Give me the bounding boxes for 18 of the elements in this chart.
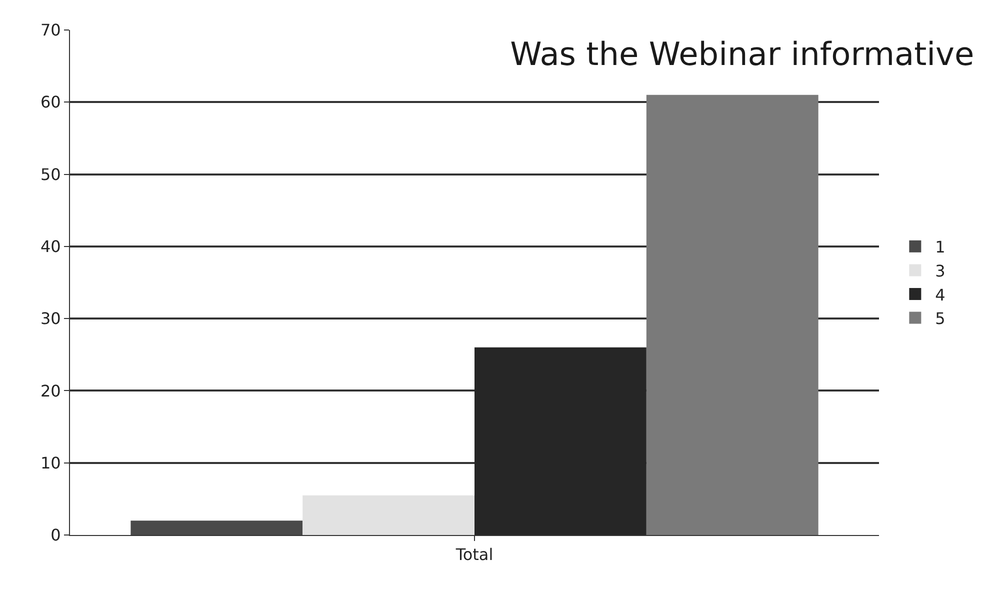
bar xyxy=(302,495,474,535)
y-tick-label: 40 xyxy=(40,237,61,256)
x-tick-label: Total xyxy=(454,545,494,564)
bar xyxy=(474,347,646,535)
y-tick-label: 60 xyxy=(40,92,61,112)
chart-title: Was the Webinar informative xyxy=(510,34,974,73)
y-tick-label: 70 xyxy=(40,20,61,40)
bar xyxy=(130,520,303,535)
legend-label: 4 xyxy=(935,285,946,304)
legend-label: 3 xyxy=(935,261,946,280)
bar xyxy=(646,94,818,535)
y-tick-label: 10 xyxy=(40,453,61,472)
y-tick-label: 0 xyxy=(50,526,61,545)
y-tick-label: 20 xyxy=(40,381,61,400)
legend-label: 5 xyxy=(935,309,946,328)
legend-label: 1 xyxy=(935,238,946,257)
y-tick-label: 50 xyxy=(40,164,61,184)
y-tick-label: 30 xyxy=(40,309,61,328)
